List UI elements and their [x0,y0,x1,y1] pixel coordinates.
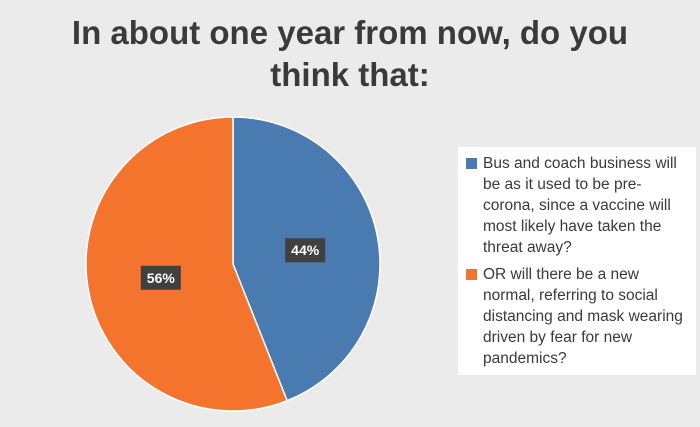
legend-label-vaccine: Bus and coach business will be as it use… [483,155,677,256]
legend-item-new-normal: OR will there be a new normal, referring… [466,264,692,369]
legend: Bus and coach business will be as it use… [458,147,696,375]
data-label-vaccine: 44% [285,238,326,263]
pie-slice-new-normal [85,116,289,412]
svg-text:56%: 56% [147,270,176,286]
chart-title: In about one year from now, do you think… [71,14,629,93]
legend-swatch-new-normal [466,269,477,280]
data-label-new-normal: 56% [140,265,181,290]
legend-swatch-vaccine [466,158,477,169]
svg-text:44%: 44% [291,242,320,258]
legend-item-vaccine: Bus and coach business will be as it use… [466,153,692,258]
legend-label-new-normal: OR will there be a new normal, referring… [483,266,683,367]
